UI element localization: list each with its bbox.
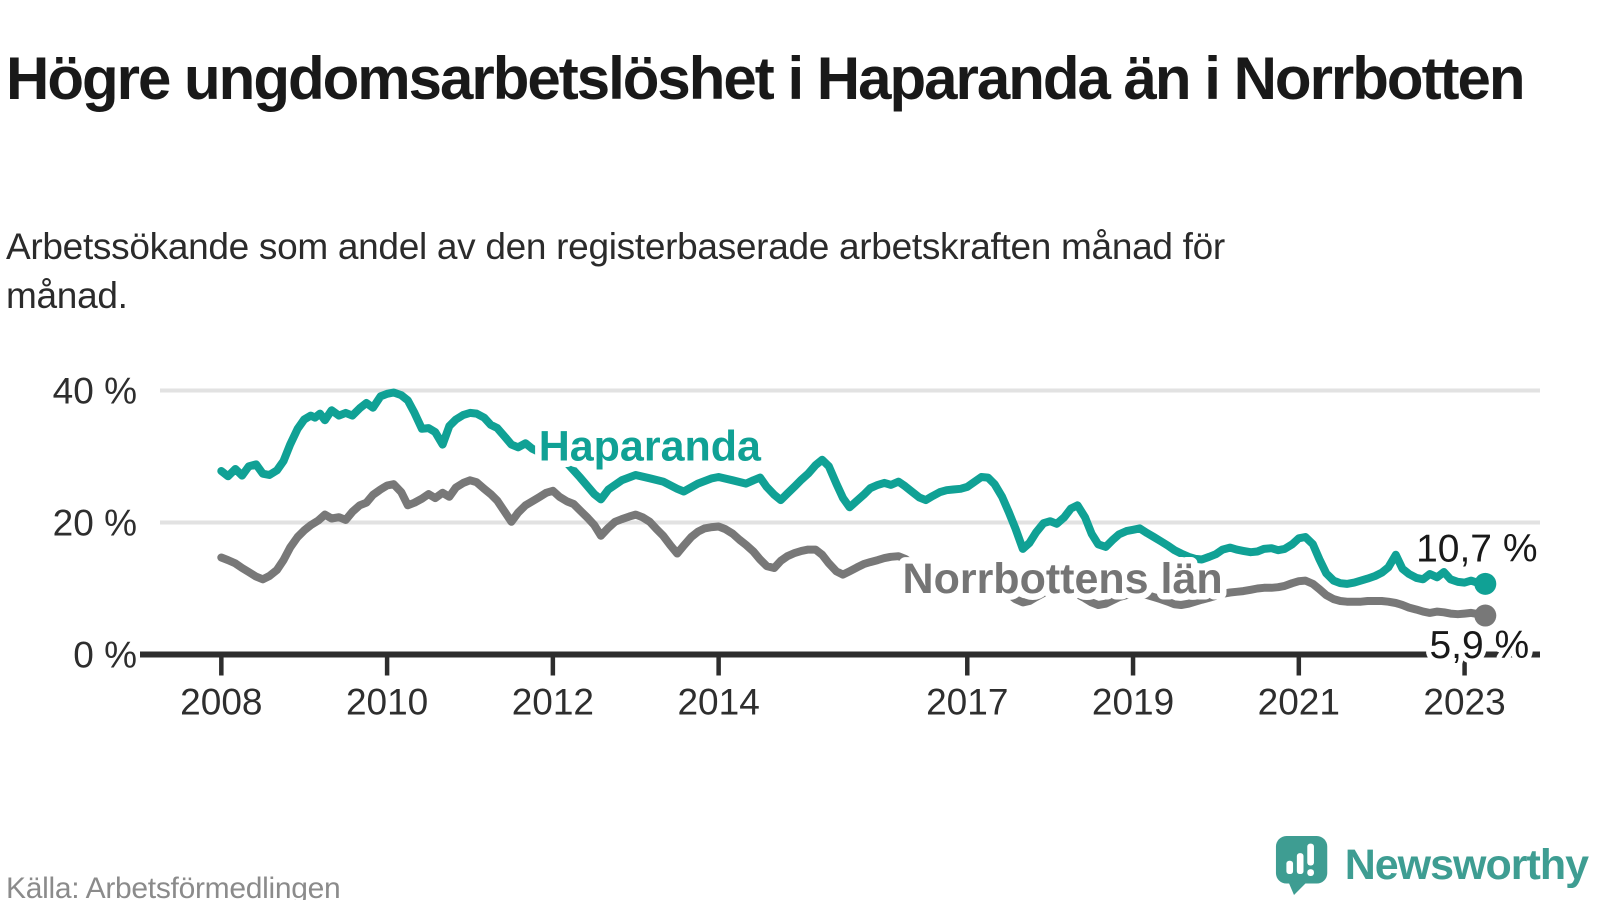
series-annotation-haparanda: Haparanda	[539, 422, 762, 470]
series-annotation-norrbottens-l-n: Norrbottens län	[903, 555, 1223, 603]
logo-exclamation-bar	[1307, 843, 1314, 866]
page-title: Högre ungdomsarbetslöshet i Haparanda än…	[6, 45, 1526, 113]
x-axis-label-2021: 2021	[1258, 682, 1340, 723]
newsworthy-brand: Newsworthy	[1275, 834, 1589, 897]
x-axis-label-2019: 2019	[1092, 682, 1174, 723]
y-axis-label-40: 40 %	[53, 371, 137, 412]
brand-wordmark: Newsworthy	[1344, 841, 1589, 889]
x-axis-label-2017: 2017	[926, 682, 1008, 723]
x-axis-label-2014: 2014	[677, 682, 759, 723]
newsworthy-logo-icon	[1275, 836, 1327, 895]
end-value-label-10-7-: 10,7 %	[1416, 528, 1537, 571]
x-axis-label-2012: 2012	[512, 682, 594, 723]
series-line-haparanda	[217, 388, 1490, 588]
end-dot-haparanda	[1474, 572, 1497, 595]
logo-bar-medium	[1296, 853, 1304, 875]
line-chart: 0 % 20 % 40 % 2008 2010 2012 2014 2017 2019 2021 2…	[53, 371, 1543, 723]
logo-exclamation-dot	[1307, 869, 1314, 876]
chart-subtitle: Arbetssökande som andel av den registerb…	[6, 226, 1225, 316]
logo-bar-short	[1286, 860, 1293, 875]
x-axis-label-2010: 2010	[346, 682, 428, 723]
y-axis-label-0: 0 %	[73, 635, 137, 676]
source-note: Källa: Arbetsförmedlingen	[6, 872, 341, 900]
end-dot-norrbottens-l-n	[1474, 604, 1497, 627]
end-value-label-5-9-: 5,9 %	[1429, 624, 1529, 667]
x-axis-label-2008: 2008	[180, 682, 262, 723]
series-line-norrbottens-l-n	[217, 476, 1490, 620]
x-axis-label-2023: 2023	[1423, 682, 1505, 723]
y-axis-label-20: 20 %	[53, 503, 137, 544]
